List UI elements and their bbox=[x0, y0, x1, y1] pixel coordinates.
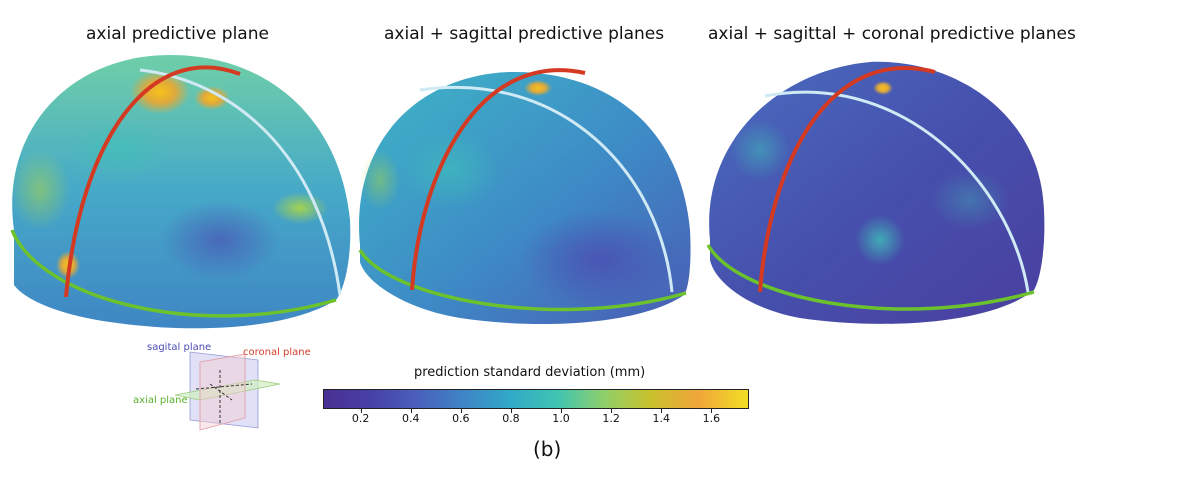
colorbar-gradient bbox=[323, 389, 749, 409]
colorbar-tick bbox=[561, 409, 563, 413]
colorbar-tick-label: 0.4 bbox=[401, 412, 420, 425]
figure-caption: (b) bbox=[533, 437, 562, 461]
colorbar-tick-label: 0.2 bbox=[351, 412, 370, 425]
legend-label-sagital: sagital plane bbox=[147, 342, 212, 353]
colorbar-tick bbox=[711, 409, 713, 413]
panel-title-axial-sagittal: axial + sagittal predictive planes bbox=[384, 24, 665, 44]
panel-title-axial-sagittal-coronal: axial + sagittal + coronal predictive pl… bbox=[708, 24, 1076, 44]
plane-legend-diagram bbox=[174, 351, 281, 431]
colorbar-tick bbox=[460, 409, 462, 413]
colorbar-tick-label: 1.2 bbox=[602, 412, 620, 425]
legend-label-coronal: coronal plane bbox=[243, 347, 311, 358]
colorbar-tick bbox=[661, 409, 663, 413]
colorbar-tick bbox=[611, 409, 613, 413]
panel-title-axial: axial predictive plane bbox=[86, 24, 269, 44]
head-surface-axial-sagittal bbox=[358, 68, 691, 325]
colorbar-tick bbox=[410, 409, 412, 413]
colorbar bbox=[323, 389, 749, 409]
colorbar-tick-label: 1.4 bbox=[652, 412, 671, 425]
head-surface-axial bbox=[10, 55, 351, 329]
colorbar-tick-label: 0.8 bbox=[502, 412, 520, 425]
colorbar-title: prediction standard deviation (mm) bbox=[414, 365, 646, 380]
colorbar-tick bbox=[360, 409, 362, 413]
legend-label-axial: axial plane bbox=[133, 395, 188, 406]
colorbar-tick-label: 1.0 bbox=[552, 412, 570, 425]
colorbar-tick-label: 0.6 bbox=[452, 412, 470, 425]
colorbar-tick-label: 1.6 bbox=[702, 412, 721, 425]
colorbar-tick bbox=[510, 409, 512, 413]
head-surface-axial-sagittal-coronal bbox=[706, 61, 1045, 324]
